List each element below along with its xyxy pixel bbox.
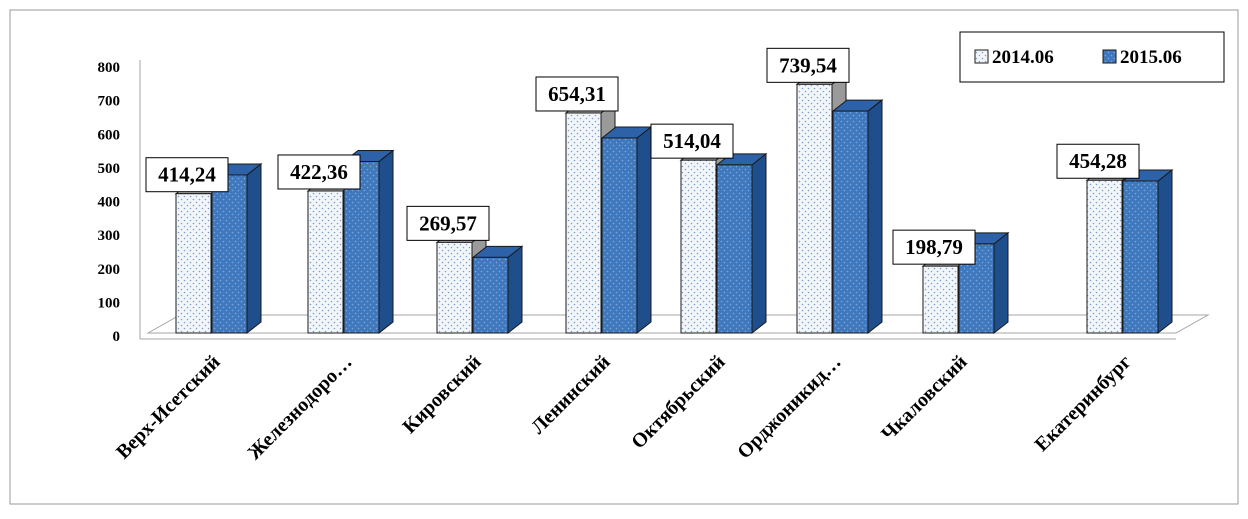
data-label-text: 414,24 — [158, 163, 216, 187]
y-tick-label: 700 — [98, 94, 121, 110]
legend-swatch — [974, 49, 989, 64]
bar-front — [472, 256, 509, 334]
bar-2015 — [210, 162, 263, 335]
bar-front — [436, 241, 473, 334]
data-label-box — [535, 76, 619, 112]
legend: 2014.06 2015.06 — [959, 31, 1225, 83]
bar-2015 — [342, 149, 395, 335]
bar-side — [751, 152, 767, 335]
bar-side — [507, 245, 523, 335]
bar-front — [307, 190, 344, 334]
y-tick-label: 300 — [98, 228, 121, 244]
legend-box — [959, 31, 1225, 83]
bar-2015 — [471, 245, 524, 335]
legend-swatch — [1102, 49, 1117, 64]
data-label-box — [1056, 143, 1140, 179]
y-tick-label: 400 — [98, 195, 121, 211]
bar-2015 — [831, 99, 884, 335]
data-label-text: 514,04 — [663, 129, 721, 153]
bar-2015 — [1121, 168, 1174, 335]
data-label-box — [892, 229, 976, 265]
bar-front — [211, 174, 248, 334]
legend-label: 2014.06 — [992, 47, 1054, 68]
data-label-2014: 198,79 — [892, 229, 976, 265]
chart-floor — [146, 314, 1210, 334]
bar-front — [832, 110, 869, 334]
data-label-box — [145, 157, 229, 193]
y-tick-label: 600 — [98, 127, 121, 143]
y-tick-label: 100 — [98, 295, 121, 311]
bar-2015 — [600, 125, 653, 335]
y-tick-label: 800 — [98, 60, 121, 76]
legend-label: 2015.06 — [1120, 47, 1182, 68]
bar-side — [636, 125, 652, 335]
bar-front — [922, 265, 959, 334]
bar-front — [175, 193, 212, 334]
bar-front — [680, 159, 717, 334]
bar-front — [1086, 179, 1123, 334]
data-label-text: 654,31 — [548, 82, 606, 106]
bar-2015 — [715, 152, 768, 335]
y-tick-label: 0 — [113, 329, 121, 345]
data-label-text: 269,57 — [419, 211, 477, 235]
data-label-box — [766, 47, 850, 83]
data-label-box — [650, 123, 734, 159]
y-tick-label: 500 — [98, 161, 121, 177]
data-label-2014: 269,57 — [406, 205, 490, 241]
data-label-2014: 514,04 — [650, 123, 734, 159]
bar-side — [378, 149, 394, 335]
data-label-2014: 414,24 — [145, 157, 229, 193]
data-label-2014: 739,54 — [766, 47, 850, 83]
bar-front — [796, 83, 833, 334]
data-label-text: 739,54 — [779, 53, 837, 77]
data-label-2014: 422,36 — [277, 154, 361, 190]
data-label-text: 422,36 — [290, 160, 348, 184]
bar-front — [1122, 180, 1159, 334]
bar-front — [343, 161, 380, 334]
bar-front — [716, 164, 753, 334]
bar-side — [993, 231, 1009, 335]
data-label-text: 454,28 — [1069, 149, 1127, 173]
data-label-box — [277, 154, 361, 190]
bar-side — [246, 162, 262, 335]
bar-front — [565, 112, 602, 334]
data-label-2014: 654,31 — [535, 76, 619, 112]
data-label-box — [406, 205, 490, 241]
data-label-text: 198,79 — [905, 235, 963, 259]
bar-side — [867, 99, 883, 335]
bar-front — [601, 137, 638, 334]
y-tick-label: 200 — [98, 262, 121, 278]
bar-side — [1157, 168, 1173, 335]
data-label-2014: 454,28 — [1056, 143, 1140, 179]
